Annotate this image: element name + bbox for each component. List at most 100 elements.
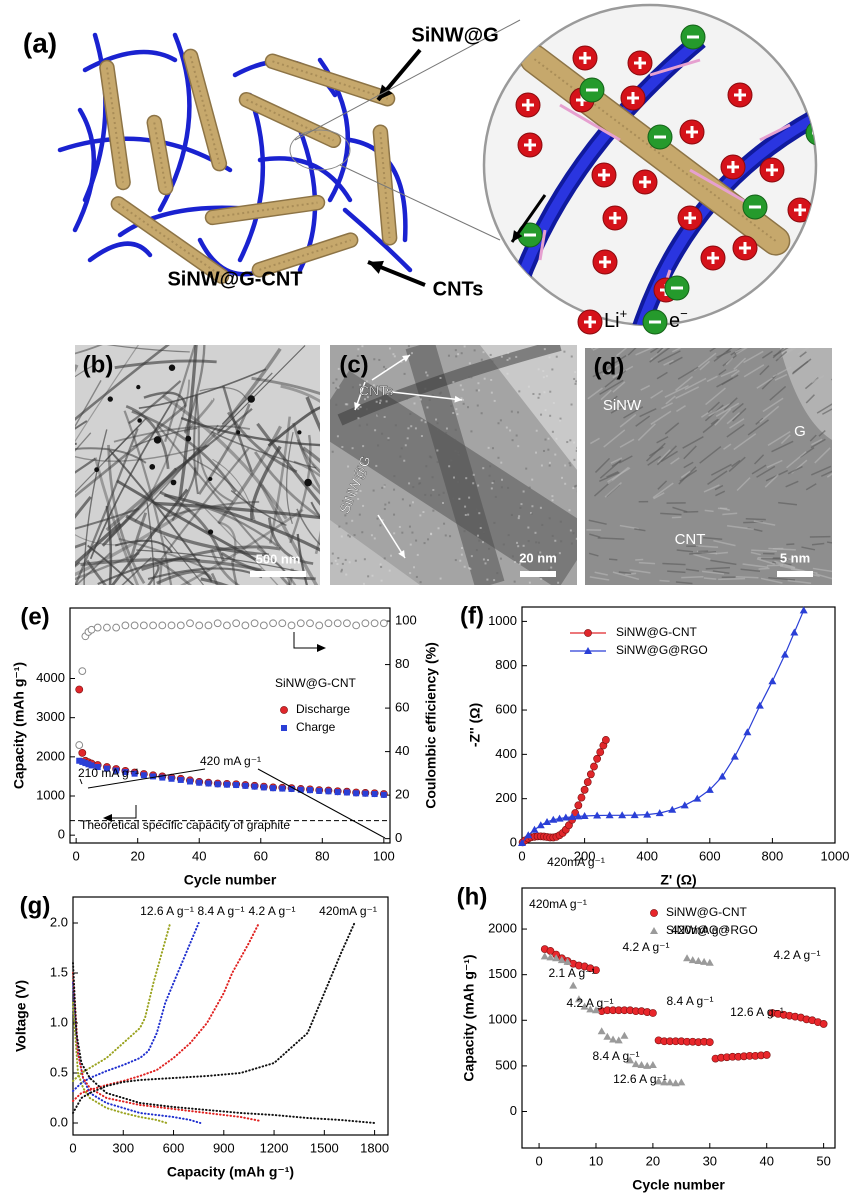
nanowire-image (141, 545, 281, 572)
nanowire-image (147, 564, 160, 585)
y-tick-label: 1.0 (50, 1014, 68, 1029)
lattice-fringe (707, 470, 728, 486)
data-point (362, 790, 369, 797)
tem-noise (379, 524, 382, 527)
lattice-fringe (639, 408, 657, 418)
tem-noise (550, 566, 553, 569)
nanowire-image (163, 535, 205, 585)
tem-noise (409, 504, 412, 507)
annotation-pointer (87, 768, 206, 789)
x-tick-label: 20 (646, 1153, 660, 1168)
tem-noise (537, 396, 540, 399)
tem-noise (344, 514, 347, 517)
tem-noise (489, 353, 492, 356)
x-axis-label: Capacity (mAh g⁻¹) (167, 1164, 294, 1180)
cnt-tube (87, 241, 153, 263)
tem-noise (392, 353, 395, 356)
lattice-fringe (732, 407, 747, 422)
data-point (82, 760, 89, 767)
tem-noise (548, 464, 551, 467)
tem-noise (575, 484, 577, 487)
tem-noise (575, 449, 577, 452)
nanowire-image (216, 347, 282, 435)
data-point (780, 650, 789, 658)
lattice-fringe (812, 567, 832, 573)
arrow-head (512, 230, 523, 242)
series-label: 4.2 A g⁻¹ (248, 904, 295, 918)
nanowire-image (296, 508, 320, 546)
x-tick-label: 40 (192, 848, 206, 863)
tem-noise (456, 413, 459, 416)
cnt-tube (237, 92, 266, 263)
plot-frame (521, 606, 836, 844)
lattice-fringe (750, 551, 761, 556)
tem-noise (500, 461, 503, 464)
tem-noise (436, 422, 439, 425)
tem-noise (496, 572, 499, 575)
x-tick-label: 600 (699, 848, 721, 863)
tem-noise (348, 561, 351, 564)
nanowire-image (75, 495, 92, 519)
data-point (596, 748, 605, 757)
lattice-fringe (733, 357, 747, 370)
data-point (549, 815, 558, 823)
panel-label: (g) (20, 892, 51, 919)
data-point (214, 781, 221, 788)
tem-noise (548, 517, 551, 520)
series-line (72, 922, 376, 1124)
lattice-fringe (616, 348, 628, 357)
tem-noise (388, 569, 391, 572)
charge-flow (559, 103, 621, 142)
data-point (580, 1002, 589, 1010)
tem-noise (558, 552, 561, 555)
nanowire-image (310, 501, 320, 518)
tem-noise (527, 540, 530, 543)
tem-noise (407, 345, 410, 348)
lattice-fringe (767, 431, 791, 447)
tem-noise (518, 562, 521, 565)
cnt-tube (82, 49, 178, 73)
tem-noise (440, 391, 443, 394)
tem-noise (522, 490, 525, 493)
panel-label: (c) (339, 351, 368, 378)
tem-noise (569, 464, 572, 467)
data-point (297, 786, 304, 793)
lattice-fringe (623, 406, 644, 419)
tem-noise (478, 512, 481, 515)
zoom-line (294, 19, 521, 141)
x-tick-label: 900 (213, 1140, 235, 1155)
y-tick-label: 1000 (488, 613, 517, 628)
rod-label: SiNW@G (411, 24, 498, 46)
annotation: 4.2 A g⁻¹ (773, 948, 820, 962)
data-point (530, 825, 539, 833)
lattice-fringe (587, 387, 603, 400)
tem-noise (540, 577, 543, 580)
lattice-fringe (599, 379, 624, 396)
tem-noise (574, 371, 577, 374)
data-point (601, 736, 610, 744)
lattice-fringe (805, 483, 817, 491)
tem-noise (463, 565, 466, 568)
nanowire-image (222, 385, 253, 472)
lattice-fringe (709, 348, 717, 353)
tem-background (585, 348, 832, 585)
tem-noise (566, 441, 569, 444)
lattice-fringe (653, 492, 665, 500)
tem-noise (543, 449, 546, 452)
lattice-fringe (726, 423, 745, 438)
tem-noise (469, 567, 472, 570)
lattice-fringe (683, 510, 699, 513)
tem-noise (472, 482, 475, 485)
particle (149, 464, 156, 470)
tem-noise (491, 447, 494, 450)
nanowire-core (105, 67, 125, 183)
data-point (552, 954, 561, 962)
tem-noise (337, 386, 340, 389)
data-point (620, 1031, 629, 1039)
tem-noise (345, 573, 348, 576)
data-point (643, 810, 652, 818)
lattice-fringe (810, 438, 826, 449)
tem-noise (345, 522, 348, 525)
tem-noise (390, 554, 393, 557)
lattice-fringe (606, 354, 627, 369)
